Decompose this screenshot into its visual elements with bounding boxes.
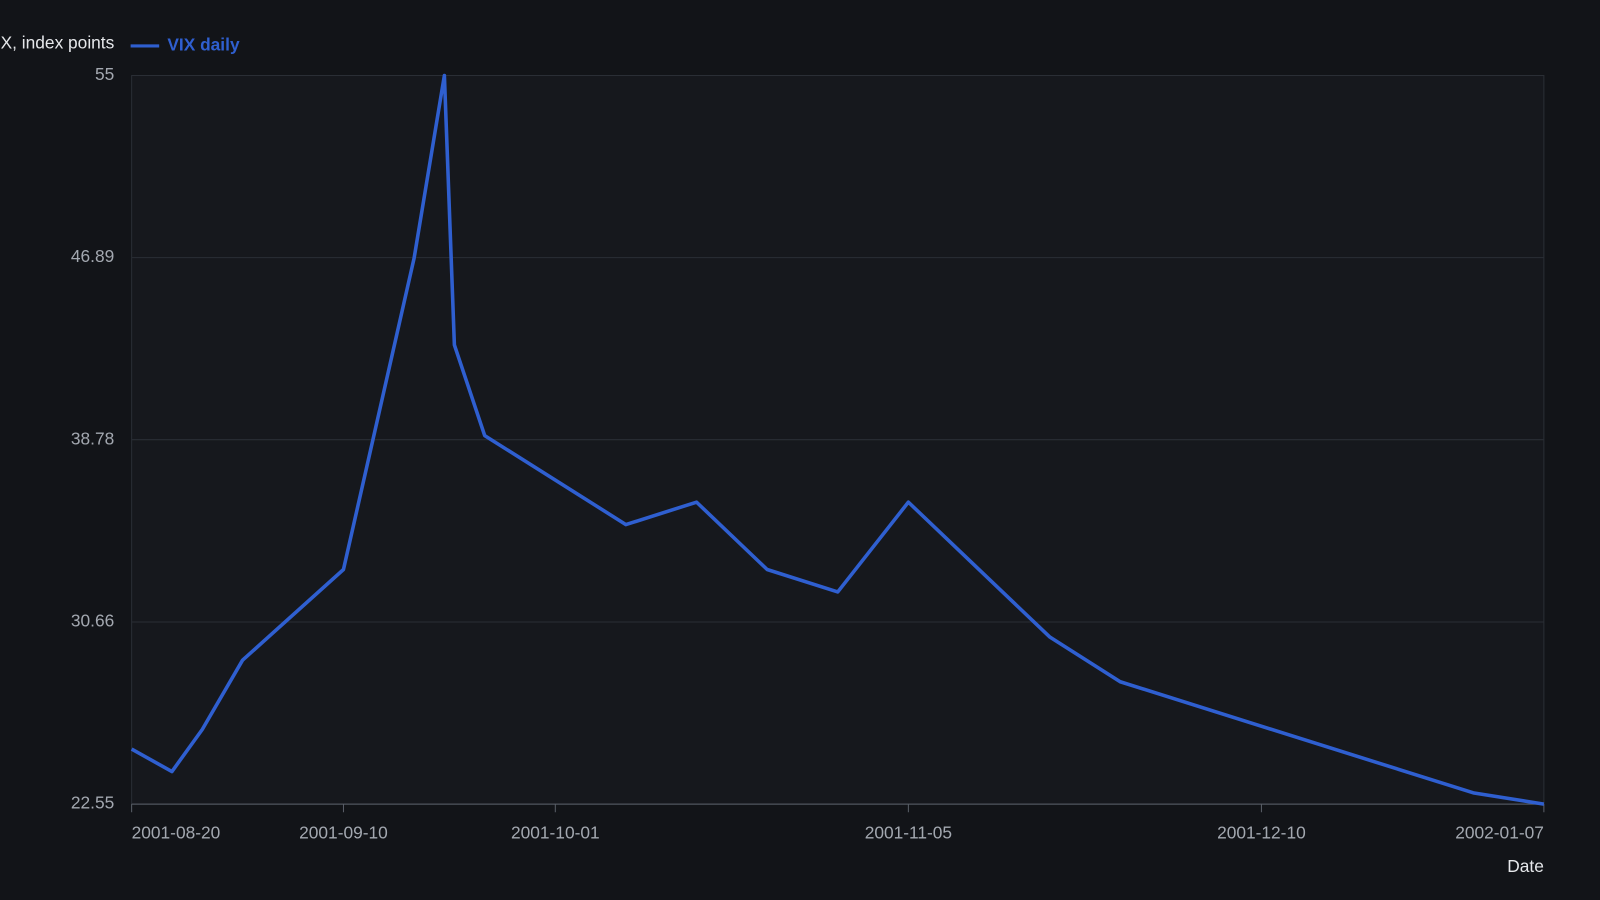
y-tick-label: 30.66	[71, 611, 114, 631]
y-tick-label: 22.55	[71, 793, 114, 813]
x-axis-title: Date	[1507, 856, 1544, 876]
line-series	[130, 73, 1545, 806]
x-tick-label: 2001-08-20	[132, 822, 221, 842]
x-tick-label: 2001-09-10	[299, 822, 388, 842]
y-tick-label: 46.89	[71, 246, 114, 266]
y-axis-title: VIX, index points	[0, 32, 115, 52]
x-tick-label: 2002-01-07	[1455, 822, 1544, 842]
y-tick-label: 55	[95, 64, 114, 84]
x-tick-label: 2001-12-10	[1217, 822, 1306, 842]
x-tick-label: 2001-11-05	[865, 822, 952, 842]
legend-label[interactable]: VIX daily	[167, 34, 240, 54]
x-tick-label: 2001-10-01	[511, 822, 600, 842]
y-tick-label: 38.78	[71, 428, 114, 448]
